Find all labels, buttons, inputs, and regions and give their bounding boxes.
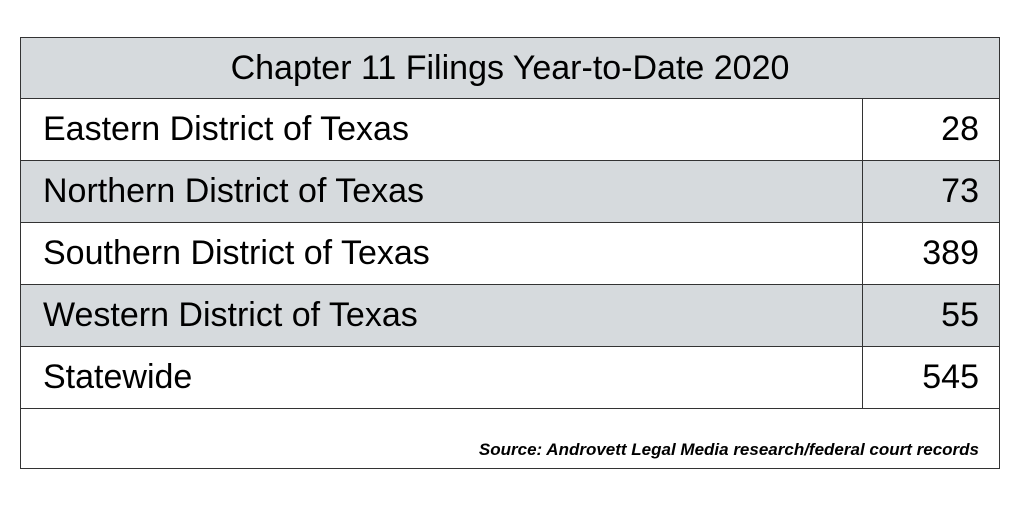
table-title: Chapter 11 Filings Year-to-Date 2020 [21,38,999,99]
row-value: 28 [941,110,979,148]
row-label: Statewide [21,347,863,408]
table-row: Eastern District of Texas 28 [21,99,999,161]
table-row: Western District of Texas 55 [21,285,999,347]
row-value: 73 [941,172,979,210]
table-row: Statewide 545 [21,347,999,409]
source-note: Source: Androvett Legal Media research/f… [478,440,979,459]
row-value: 55 [941,296,979,334]
row-label: Southern District of Texas [21,223,863,284]
row-value: 545 [922,358,979,396]
row-label: Northern District of Texas [21,161,863,222]
row-value: 389 [922,234,979,272]
row-label: Eastern District of Texas [21,99,863,160]
table-row: Southern District of Texas 389 [21,223,999,285]
table-row: Northern District of Texas 73 [21,161,999,223]
row-label: Western District of Texas [21,285,863,346]
filings-table: Chapter 11 Filings Year-to-Date 2020 Eas… [20,37,1000,469]
